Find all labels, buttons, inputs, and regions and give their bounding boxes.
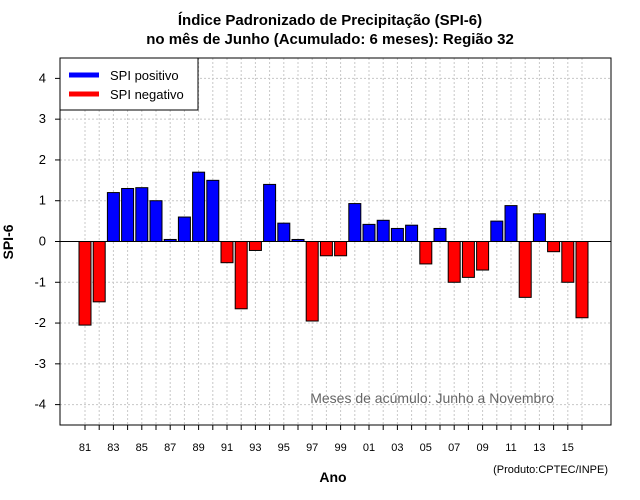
legend-label-positive: SPI positivo [110, 68, 179, 83]
x-axis-label: Ano [319, 469, 346, 485]
y-axis-label: SPI-6 [0, 224, 16, 259]
x-tick-label: 85 [136, 442, 148, 454]
bar-95 [277, 222, 291, 242]
y-tick-label: 1 [39, 193, 46, 208]
chart-title-line1: Índice Padronizado de Precipitação (SPI-… [178, 12, 482, 29]
y-tick-label: 3 [39, 111, 46, 126]
bar-16 [575, 241, 589, 319]
x-tick-label: 05 [420, 442, 432, 454]
x-tick-label: 87 [164, 442, 176, 454]
bar-89 [192, 171, 206, 242]
bar-97 [305, 241, 319, 322]
bar-08 [461, 241, 475, 278]
x-tick-label: 01 [363, 442, 375, 454]
bar-05 [419, 241, 433, 265]
x-tick-label: 97 [306, 442, 318, 454]
bar-10 [490, 220, 504, 243]
bar-07 [447, 241, 461, 283]
x-tick-label: 07 [448, 442, 460, 454]
bar-00 [348, 203, 362, 242]
bar-83 [106, 192, 120, 242]
x-tick-label: 03 [391, 442, 403, 454]
bar-90 [206, 179, 220, 242]
x-tick-label: 95 [278, 442, 290, 454]
x-tick-label: 83 [107, 442, 119, 454]
y-tick-label: 4 [39, 70, 46, 85]
x-tick-label: 99 [334, 442, 346, 454]
bar-09 [476, 241, 490, 271]
y-tick-label: 0 [39, 234, 46, 249]
legend-label-negative: SPI negativo [110, 87, 184, 102]
bar-91 [220, 241, 234, 264]
chart-title-line2: no mês de Junho (Acumulado: 6 meses): Re… [146, 31, 514, 48]
bar-99 [334, 241, 348, 257]
product-credit: (Produto:CPTEC/INPE) [493, 464, 608, 476]
x-tick-label: 09 [476, 442, 488, 454]
bar-94 [263, 183, 277, 243]
y-tick-label: -1 [34, 274, 46, 289]
y-tick-label: -2 [34, 315, 46, 330]
y-axis: -4 -3 -2 -1 0 1 2 3 4 [34, 70, 60, 412]
bar-86 [149, 200, 163, 243]
x-tick-label: 89 [192, 442, 204, 454]
bar-98 [319, 241, 333, 257]
x-tick-label: 91 [221, 442, 233, 454]
x-axis: 81 83 85 87 89 91 93 95 97 99 01 03 05 07 09 11 13 15 [79, 425, 583, 454]
x-tick-label: 11 [505, 442, 516, 454]
bar-03 [390, 227, 404, 242]
bar-88 [177, 216, 191, 243]
y-tick-label: -4 [34, 397, 46, 412]
bar-84 [121, 187, 135, 243]
y-tick-label: 2 [39, 152, 46, 167]
grid-layer [60, 58, 611, 425]
bar-92 [234, 241, 248, 310]
legend: SPI positivo SPI negativo [59, 57, 199, 111]
x-tick-label: 81 [79, 442, 91, 454]
bar-06 [433, 227, 447, 242]
bar-85 [135, 187, 149, 243]
x-tick-label: 93 [249, 442, 261, 454]
bar-12 [518, 241, 532, 298]
legend-box [59, 57, 199, 111]
x-tick-label: 15 [562, 442, 574, 454]
bar-81 [78, 241, 92, 326]
bar-01 [362, 223, 376, 243]
bar-11 [504, 205, 518, 242]
bar-82 [92, 241, 106, 303]
bar-93 [248, 241, 262, 251]
bar-13 [532, 213, 546, 243]
x-tick-label: 13 [533, 442, 545, 454]
bar-15 [561, 241, 575, 283]
bar-14 [547, 241, 561, 253]
y-tick-label: -3 [34, 356, 46, 371]
plot-frame [59, 57, 612, 426]
bar-04 [405, 224, 419, 242]
accumulation-annotation: Meses de acúmulo: Junho a Novembro [310, 390, 554, 406]
bar-02 [376, 219, 390, 243]
